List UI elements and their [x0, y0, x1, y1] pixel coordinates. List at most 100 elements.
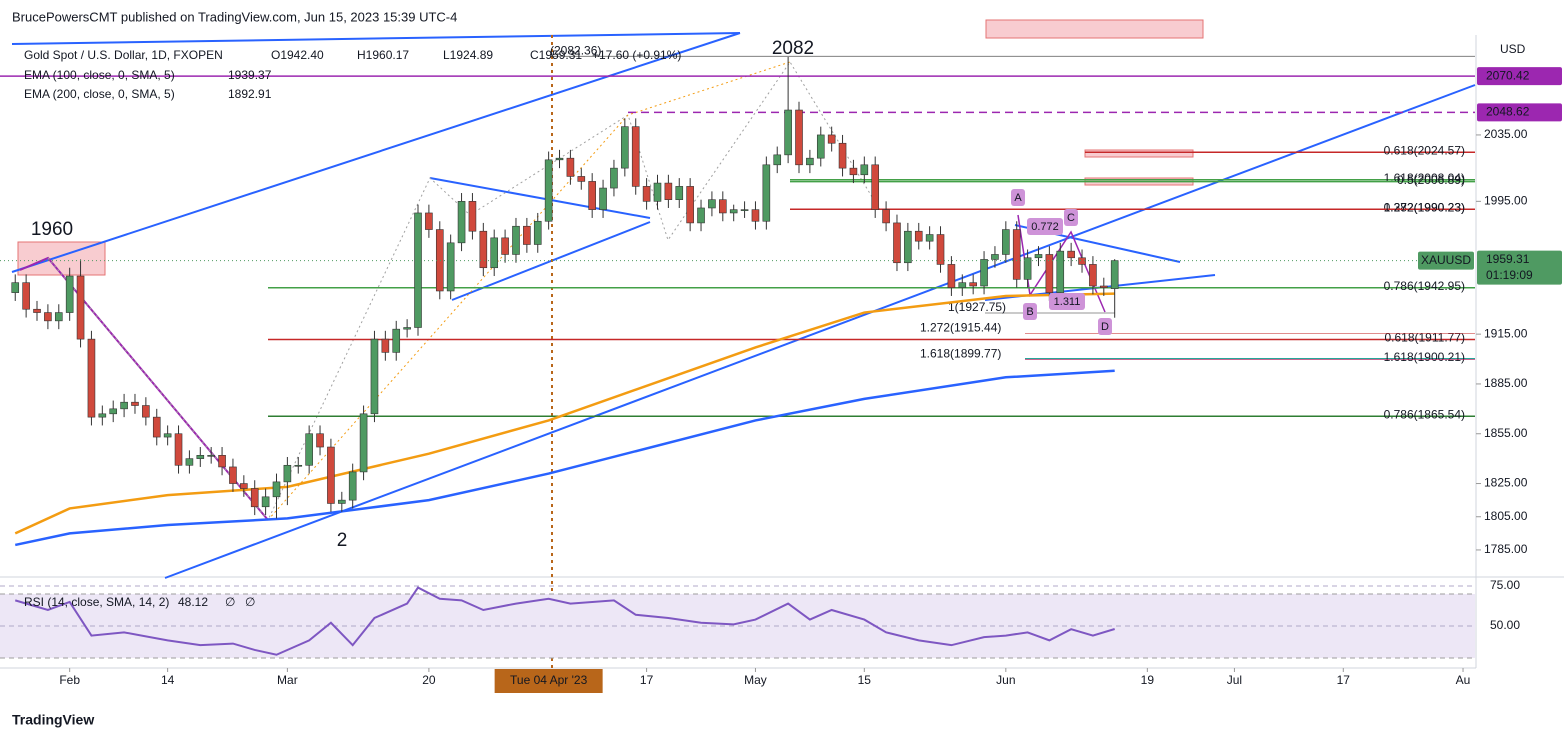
legend-name: EMA (100, close, 0, SMA, 5): [24, 68, 175, 82]
pattern-label: 1.311: [1054, 296, 1081, 308]
candle-body: [664, 182, 673, 200]
candle-body: [871, 164, 880, 210]
symbol: Gold Spot / U.S. Dollar, 1D, FXOPEN: [24, 48, 223, 62]
candle-body: [240, 483, 248, 489]
x-tick-label: 15: [858, 673, 872, 687]
candle-body: [697, 207, 705, 224]
candle-body: [348, 471, 357, 501]
candle-body: [392, 328, 401, 353]
candle-body: [490, 237, 499, 269]
x-tick-label: 20: [422, 673, 436, 687]
candle-body: [294, 464, 303, 467]
candle-body: [142, 405, 150, 418]
fib-label: 1.272(1915.44): [920, 321, 1001, 335]
candle-body: [523, 225, 531, 245]
candle-body: [316, 433, 324, 448]
candle-body: [501, 237, 509, 255]
x-tick-label: Mar: [277, 673, 298, 687]
annotation: 2082: [772, 38, 814, 59]
candle-body: [621, 126, 629, 169]
candle-body: [229, 466, 237, 484]
y-tick-label: 2035.00: [1484, 127, 1528, 141]
candle-body: [218, 455, 226, 468]
candle-body: [457, 201, 466, 244]
legend-value: 1939.37: [228, 68, 272, 82]
candle-body: [936, 234, 945, 265]
candle-body: [675, 186, 684, 200]
pattern-tag: [1023, 303, 1037, 320]
candle-body: [1034, 254, 1043, 259]
countdown: 01:19:09: [1486, 268, 1533, 282]
price-tag-label: 2070.42: [1486, 68, 1530, 82]
candle-body: [1023, 257, 1032, 280]
candle-body: [816, 134, 825, 159]
candle-body: [98, 413, 107, 418]
fib-label: 1.272(1990.23): [1384, 200, 1465, 214]
x-tick-label: Au: [1456, 673, 1471, 687]
candle-body: [381, 338, 390, 353]
ohlc-label: +17.60 (+0.91%): [592, 48, 681, 62]
candle-body: [1002, 229, 1010, 255]
rsi-tick-label: 75.00: [1490, 578, 1520, 592]
fib-label: 0.618(2024.57): [1384, 143, 1465, 157]
candle-body: [631, 126, 640, 187]
x-tick-label: Feb: [59, 673, 80, 687]
candle-body: [642, 186, 651, 202]
candle-body: [272, 481, 281, 498]
candle-body: [1089, 264, 1097, 287]
candle-body: [610, 167, 618, 189]
candle-body: [1100, 285, 1108, 288]
candle-body: [435, 229, 444, 292]
candle-body: [1012, 229, 1021, 280]
candle-body: [708, 199, 716, 209]
last-price-label: 1959.31: [1486, 252, 1530, 266]
candle-body: [87, 338, 96, 418]
y-tick-label: 1995.00: [1484, 194, 1528, 208]
trendline: [429, 177, 651, 219]
candle-body: [196, 455, 205, 459]
x-tick-label: Jun: [996, 673, 1015, 687]
candle-body: [109, 408, 118, 415]
x-tick-label: 17: [640, 673, 654, 687]
pattern-label: B: [1026, 306, 1033, 318]
candle-body: [185, 458, 194, 466]
fib-label: (2082.36): [550, 43, 601, 57]
annotation: 1960: [31, 219, 73, 240]
x-tick-label: May: [744, 673, 767, 687]
candle-body: [479, 230, 488, 269]
candle-body: [849, 167, 858, 176]
candle-body: [806, 157, 814, 166]
fib-label: 0.382(1990.23): [1384, 200, 1465, 214]
ohlc-label: L1924.89: [443, 48, 493, 62]
rsi-extra: ∅: [245, 595, 255, 609]
y-tick-label: 1805.00: [1484, 509, 1528, 523]
candle-body: [838, 142, 847, 169]
y-tick-label: 1915.00: [1484, 326, 1528, 340]
zigzag-dotted: [267, 61, 791, 521]
pattern-tag: [1049, 293, 1085, 310]
candle-body: [719, 199, 727, 214]
y-tick-label: 1885.00: [1484, 376, 1528, 390]
candle-body: [1056, 250, 1065, 293]
candle-body: [860, 164, 869, 176]
fib-label: 1.618(1900.21): [1384, 350, 1465, 364]
trendline: [164, 84, 1476, 579]
x-tick-label: 19: [1141, 673, 1155, 687]
candle-body: [283, 464, 292, 483]
candle-body: [120, 401, 128, 410]
candle-body: [468, 201, 477, 232]
x-tick-label: 17: [1337, 673, 1351, 687]
x-tick-label: Jul: [1227, 673, 1242, 687]
currency: USD: [1500, 42, 1526, 56]
candle-body: [446, 242, 455, 292]
ohlc-label: O1942.40: [271, 48, 324, 62]
candle-body: [882, 209, 890, 224]
candle-body: [980, 259, 988, 287]
ema-line: [14, 292, 1115, 535]
pattern-label: 0.772: [1031, 221, 1059, 233]
ema-line: [14, 369, 1115, 547]
candle-body: [740, 209, 749, 211]
candle-body: [370, 338, 379, 415]
candle-body: [327, 446, 335, 504]
footer-logo: TradingView: [12, 712, 94, 728]
